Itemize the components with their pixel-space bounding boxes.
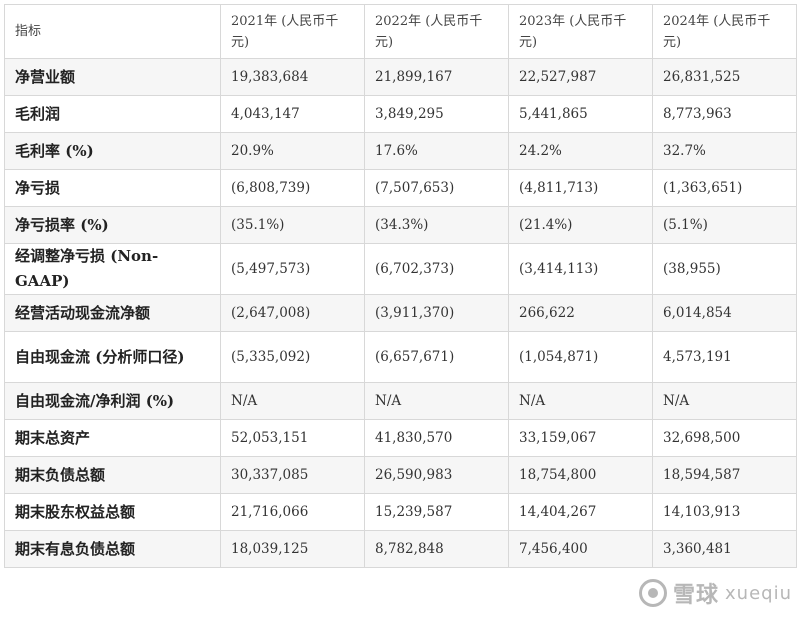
table-row: 净亏损 (6,808,739) (7,507,653) (4,811,713) … <box>4 169 797 207</box>
header-metric: 指标 <box>4 4 221 59</box>
table-cell: 18,754,800 <box>508 456 653 494</box>
table-cell: 19,383,684 <box>220 58 365 96</box>
table-cell: 52,053,151 <box>220 419 365 457</box>
table-row: 自由现金流 (分析师口径) (5,335,092) (6,657,671) (1… <box>4 331 797 383</box>
table-cell: 14,103,913 <box>652 493 797 531</box>
table-cell: 8,773,963 <box>652 95 797 133</box>
table-cell: 3,849,295 <box>364 95 509 133</box>
table-cell: N/A <box>508 382 653 420</box>
header-year-2021: 2021年 (人民币千元) <box>220 4 365 59</box>
table-cell: (21.4%) <box>508 206 653 244</box>
xueqiu-watermark: 雪球 xueqiu <box>639 577 792 609</box>
row-label: 净营业额 <box>4 58 221 96</box>
table-row: 期末负债总额 30,337,085 26,590,983 18,754,800 … <box>4 456 797 494</box>
financial-metrics-table: 指标 2021年 (人民币千元) 2022年 (人民币千元) 2023年 (人民… <box>4 4 797 568</box>
row-label: 期末总资产 <box>4 419 221 457</box>
row-label: 毛利润 <box>4 95 221 133</box>
table-cell: N/A <box>364 382 509 420</box>
table-cell: 266,622 <box>508 294 653 332</box>
table-cell: 22,527,987 <box>508 58 653 96</box>
table-cell: 14,404,267 <box>508 493 653 531</box>
table-row: 经营活动现金流净额 (2,647,008) (3,911,370) 266,62… <box>4 294 797 332</box>
table-row: 期末有息负债总额 18,039,125 8,782,848 7,456,400 … <box>4 530 797 568</box>
table-row: 净亏损率 (%) (35.1%) (34.3%) (21.4%) (5.1%) <box>4 206 797 244</box>
row-label: 期末股东权益总额 <box>4 493 221 531</box>
table-cell: 21,716,066 <box>220 493 365 531</box>
table-cell: 15,239,587 <box>364 493 509 531</box>
table-cell: N/A <box>220 382 365 420</box>
table-cell: (1,363,651) <box>652 169 797 207</box>
table-cell: (2,647,008) <box>220 294 365 332</box>
table-cell: (4,811,713) <box>508 169 653 207</box>
table-row: 自由现金流/净利润 (%) N/A N/A N/A N/A <box>4 382 797 420</box>
table-cell: (34.3%) <box>364 206 509 244</box>
table-cell: (6,808,739) <box>220 169 365 207</box>
row-label: 自由现金流 (分析师口径) <box>4 331 221 383</box>
table-cell: 24.2% <box>508 132 653 170</box>
table-cell: (1,054,871) <box>508 331 653 383</box>
table-cell: 33,159,067 <box>508 419 653 457</box>
table-row: 毛利率 (%) 20.9% 17.6% 24.2% 32.7% <box>4 132 797 170</box>
table-cell: (3,414,113) <box>508 243 653 295</box>
table-row: 毛利润 4,043,147 3,849,295 5,441,865 8,773,… <box>4 95 797 133</box>
table-cell: (6,702,373) <box>364 243 509 295</box>
table-cell: 32.7% <box>652 132 797 170</box>
row-label: 期末负债总额 <box>4 456 221 494</box>
snowball-logo-icon <box>639 579 667 607</box>
table-cell: 7,456,400 <box>508 530 653 568</box>
row-label: 自由现金流/净利润 (%) <box>4 382 221 420</box>
table-cell: 18,594,587 <box>652 456 797 494</box>
header-year-2022: 2022年 (人民币千元) <box>364 4 509 59</box>
table-cell: (5,497,573) <box>220 243 365 295</box>
table-cell: (5,335,092) <box>220 331 365 383</box>
table-header-row: 指标 2021年 (人民币千元) 2022年 (人民币千元) 2023年 (人民… <box>4 4 797 59</box>
table-row: 经调整净亏损 (Non-GAAP) (5,497,573) (6,702,373… <box>4 243 797 295</box>
row-label: 期末有息负债总额 <box>4 530 221 568</box>
table-row: 期末股东权益总额 21,716,066 15,239,587 14,404,26… <box>4 493 797 531</box>
table-cell: 26,590,983 <box>364 456 509 494</box>
table-cell: (5.1%) <box>652 206 797 244</box>
row-label: 净亏损 <box>4 169 221 207</box>
watermark-text: 雪球 <box>673 583 720 608</box>
financial-table-container: 指标 2021年 (人民币千元) 2022年 (人民币千元) 2023年 (人民… <box>4 4 797 568</box>
table-cell: 4,043,147 <box>220 95 365 133</box>
table-cell: 8,782,848 <box>364 530 509 568</box>
table-cell: (7,507,653) <box>364 169 509 207</box>
table-cell: 20.9% <box>220 132 365 170</box>
row-label: 毛利率 (%) <box>4 132 221 170</box>
table-row: 净营业额 19,383,684 21,899,167 22,527,987 26… <box>4 58 797 96</box>
table-cell: 21,899,167 <box>364 58 509 96</box>
table-cell: 26,831,525 <box>652 58 797 96</box>
watermark-latin: xueqiu <box>725 582 792 604</box>
row-label: 净亏损率 (%) <box>4 206 221 244</box>
row-label: 经营活动现金流净额 <box>4 294 221 332</box>
table-cell: (38,955) <box>652 243 797 295</box>
table-cell: 17.6% <box>364 132 509 170</box>
table-cell: (3,911,370) <box>364 294 509 332</box>
table-row: 期末总资产 52,053,151 41,830,570 33,159,067 3… <box>4 419 797 457</box>
table-cell: 6,014,854 <box>652 294 797 332</box>
table-cell: 32,698,500 <box>652 419 797 457</box>
row-label: 经调整净亏损 (Non-GAAP) <box>4 243 221 295</box>
table-cell: 30,337,085 <box>220 456 365 494</box>
table-cell: N/A <box>652 382 797 420</box>
header-year-2023: 2023年 (人民币千元) <box>508 4 653 59</box>
table-cell: 3,360,481 <box>652 530 797 568</box>
table-cell: 4,573,191 <box>652 331 797 383</box>
table-cell: (35.1%) <box>220 206 365 244</box>
table-cell: 5,441,865 <box>508 95 653 133</box>
table-cell: (6,657,671) <box>364 331 509 383</box>
table-cell: 41,830,570 <box>364 419 509 457</box>
table-cell: 18,039,125 <box>220 530 365 568</box>
header-year-2024: 2024年 (人民币千元) <box>652 4 797 59</box>
